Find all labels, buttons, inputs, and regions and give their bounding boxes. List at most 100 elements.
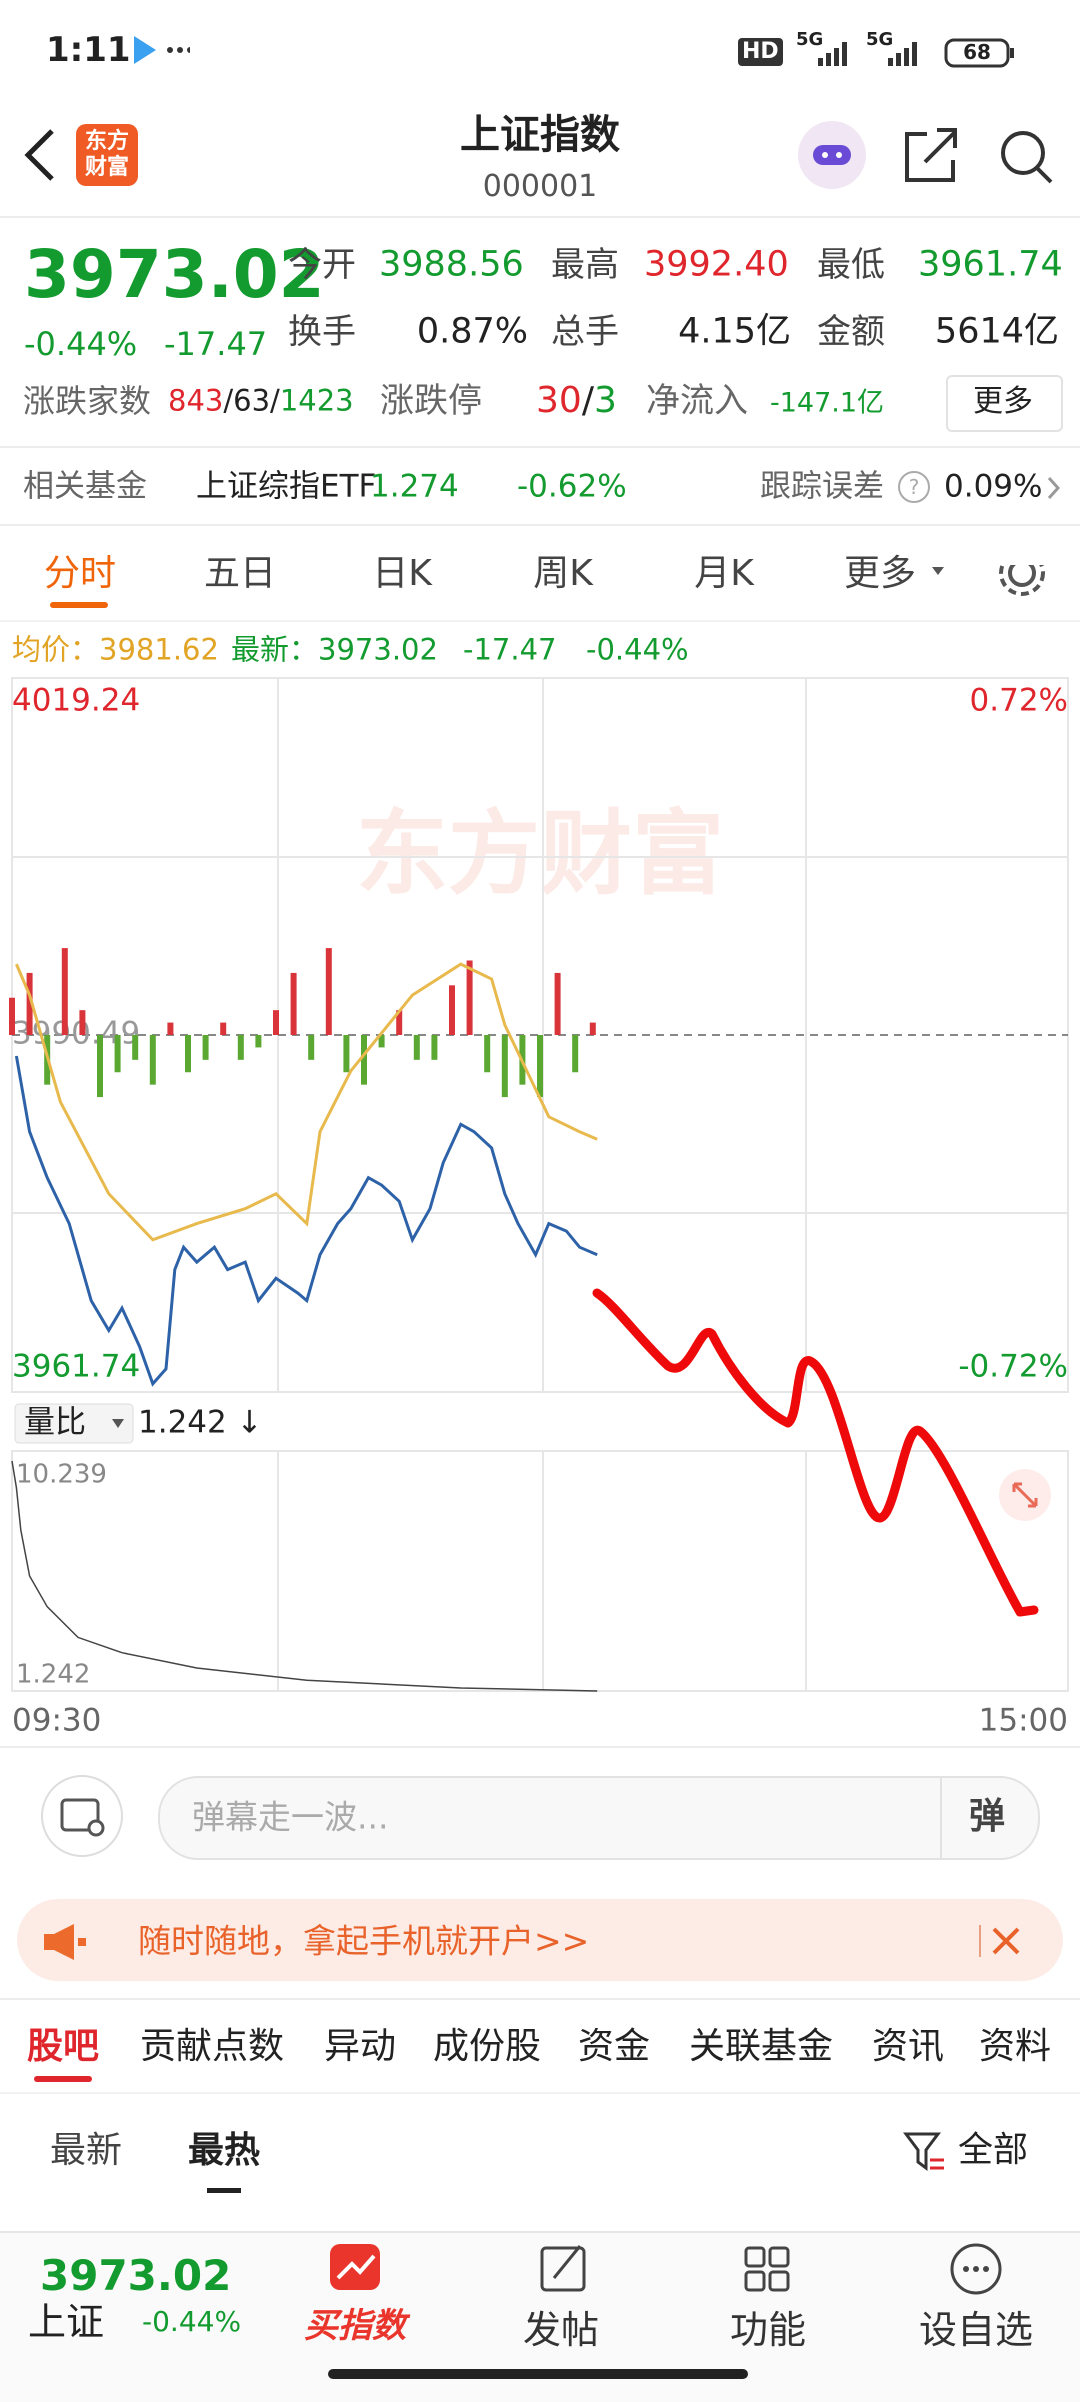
separator: / (581, 380, 594, 421)
flat-count: 63 (233, 383, 271, 418)
content-tab[interactable]: 异动 (323, 2026, 397, 2067)
stat-label: 金额 (817, 312, 885, 352)
flow-bar (361, 1035, 367, 1085)
stat-value: 3961.74 (918, 244, 1063, 285)
tab-indicator (34, 2076, 92, 2082)
flow-bar (537, 1035, 543, 1098)
chart-tab[interactable]: 五日 (203, 553, 277, 594)
last-label: 最新： (231, 632, 319, 667)
dropdown-icon (112, 1419, 124, 1428)
search-button[interactable] (1001, 131, 1053, 184)
flow-bar (449, 985, 455, 1035)
promo-banner[interactable] (17, 1899, 1063, 1981)
nav-post[interactable]: 发帖 (522, 2308, 600, 2352)
content-tab[interactable]: 关联基金 (688, 2026, 834, 2067)
danmaku-settings[interactable] (40, 1774, 128, 1858)
network-label: 5G (796, 29, 824, 50)
flow-bar (273, 1010, 279, 1035)
chart-tab-active[interactable]: 分时 (43, 553, 117, 594)
flow-bar (255, 1035, 262, 1048)
breadth-label: 涨跌家数 (23, 382, 152, 420)
flow-bar (9, 997, 15, 1035)
breadth: 843/63/1423 (168, 383, 354, 418)
flow-bar (202, 1035, 209, 1060)
series-line (15, 962, 598, 1242)
flow-bar (431, 1035, 438, 1060)
chart-tab[interactable]: 日K (372, 553, 432, 594)
divider (0, 1746, 1080, 1748)
change: -17.47 (164, 325, 268, 363)
sort-tab[interactable]: 最新 (49, 2130, 123, 2171)
danmaku-button[interactable]: 弹 (968, 1796, 1006, 1837)
divider (940, 1778, 942, 1858)
back-button[interactable] (20, 125, 60, 185)
more-button[interactable] (946, 375, 1063, 432)
chart-tab[interactable]: 月K (694, 553, 754, 594)
app-logo (76, 124, 138, 186)
down-count: 1423 (279, 383, 354, 418)
fund-name[interactable]: 上证综指ETF (196, 468, 377, 505)
flow-bar (185, 1035, 191, 1073)
stat-value: 4.15亿 (678, 311, 791, 352)
bottom-pct: -0.44% (142, 2305, 242, 2338)
content-tab[interactable]: 资讯 (871, 2026, 945, 2067)
megaphone-icon (44, 1924, 86, 1960)
tab-indicator (50, 602, 108, 608)
divider (0, 2092, 1080, 2094)
filter-label[interactable]: 全部 (958, 2130, 1029, 2171)
content-tab[interactable]: 贡献点数 (139, 2026, 285, 2067)
share-button[interactable] (905, 128, 957, 182)
fund-change: -0.62% (517, 468, 627, 505)
flow-bar (466, 960, 473, 1035)
last-info: 最新：3973.02 (231, 632, 438, 667)
last-price: 3973.02 (24, 236, 325, 313)
y-tick-label: 4019.24 (12, 683, 140, 719)
chart-tab[interactable]: 周K (533, 553, 593, 594)
watermark: 东方财富 (356, 800, 724, 907)
flow-bar (413, 1035, 420, 1060)
stat-label: 总手 (551, 312, 619, 352)
avg-info: 均价：3981.62 (12, 632, 219, 667)
nav-buy[interactable]: 买指数 (304, 2306, 406, 2346)
stat-value: 5614亿 (934, 311, 1059, 352)
flow-bar (61, 948, 68, 1035)
chart-tab[interactable]: 更多 (843, 553, 917, 594)
avg-value: 3981.62 (99, 632, 219, 667)
comment-input[interactable] (158, 1776, 1040, 1860)
network-label: 5G (866, 29, 894, 50)
status-icons (134, 36, 190, 64)
sort-tab-active[interactable]: 最热 (187, 2130, 261, 2171)
flow-bar (308, 1035, 315, 1060)
content-tab[interactable]: 成份股 (432, 2026, 542, 2067)
flow-bar (149, 1035, 156, 1085)
x-tick-label: 09:30 (12, 1703, 101, 1739)
limit-label: 涨跌停 (380, 381, 482, 421)
series-line (11, 1460, 598, 1692)
logo-text: 财富 (84, 155, 130, 180)
ratio-selector[interactable] (14, 1403, 134, 1444)
change-pct: -0.44% (24, 325, 138, 363)
flow-bar (325, 948, 332, 1035)
bottom-name: 上证 (28, 2300, 105, 2344)
content-tab-active[interactable]: 股吧 (26, 2026, 100, 2067)
stat-label: 最低 (817, 245, 885, 285)
error-label: 跟踪误差 (760, 468, 884, 505)
flow-bar (378, 1035, 385, 1048)
y-tick-label: 3961.74 (12, 1349, 140, 1385)
separator: / (223, 383, 234, 418)
content-tab[interactable]: 资金 (577, 2026, 651, 2067)
inflow-label: 净流入 (646, 381, 748, 421)
help-icon[interactable]: ? (898, 471, 930, 503)
chevron (1047, 476, 1061, 500)
bottom-price: 3973.02 (40, 2251, 232, 2300)
info-pct: -0.44% (586, 632, 689, 667)
nav-watchlist[interactable]: 设自选 (918, 2308, 1034, 2352)
home-indicator (328, 2369, 748, 2379)
stock-code: 000001 (482, 169, 598, 204)
close-banner[interactable] (976, 1921, 1026, 1961)
stat-label: 今开 (288, 245, 356, 285)
divider (0, 446, 1080, 448)
content-tab[interactable]: 资料 (978, 2026, 1052, 2067)
nav-function[interactable]: 功能 (729, 2308, 807, 2352)
